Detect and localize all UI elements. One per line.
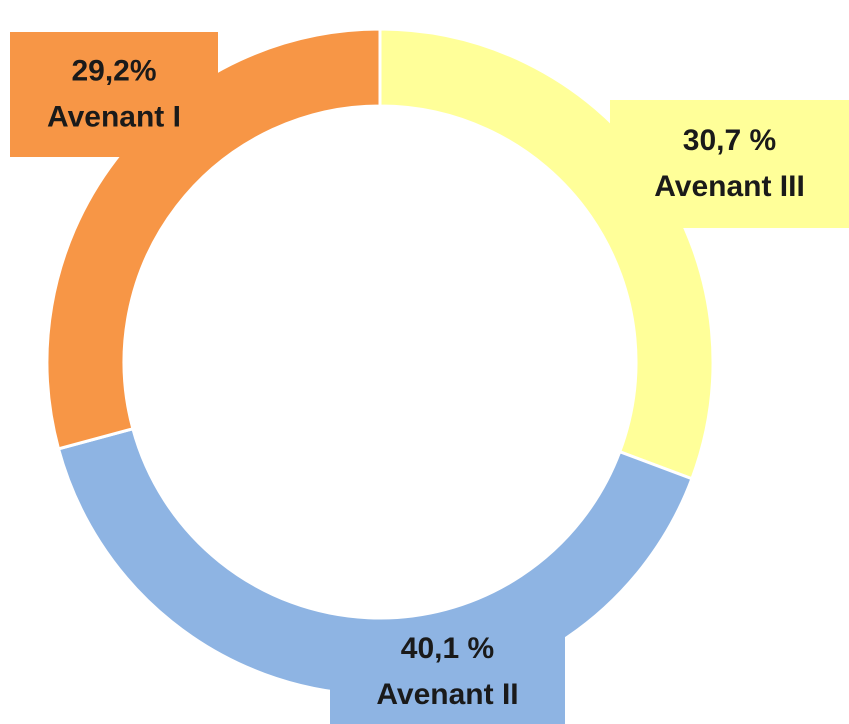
category-label: Avenant I xyxy=(47,100,181,133)
label-box xyxy=(610,100,849,228)
donut-slice xyxy=(378,27,715,481)
value-label: 40,1 % xyxy=(401,632,494,665)
label-box xyxy=(330,620,565,724)
category-label: Avenant II xyxy=(376,678,518,711)
label-box xyxy=(10,32,218,157)
value-label: 29,2% xyxy=(71,54,156,87)
category-label: Avenant III xyxy=(654,170,805,203)
value-label: 30,7 % xyxy=(683,124,776,157)
